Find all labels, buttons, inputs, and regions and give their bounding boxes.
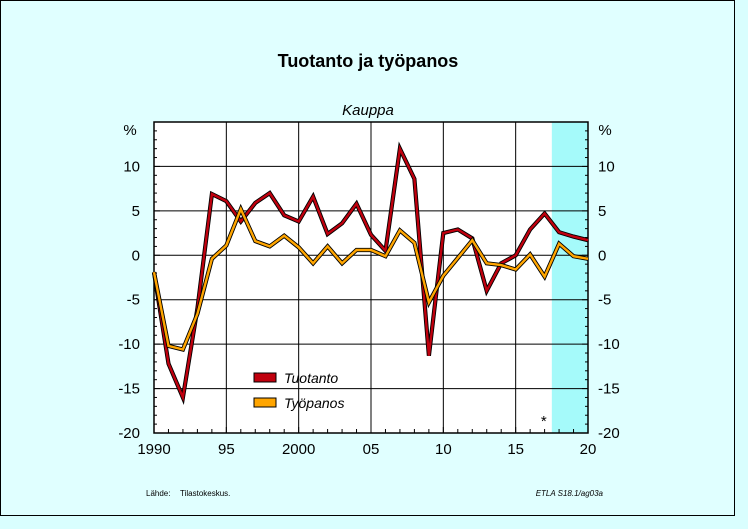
x-tick-label: 15	[507, 441, 524, 458]
x-tick-label: 20	[580, 441, 597, 458]
y-tick-label-right: -15	[598, 381, 620, 398]
series-line-tuotanto	[152, 144, 589, 402]
y-tick-label-right: 0	[598, 247, 606, 264]
forecast-marker: *	[541, 413, 547, 430]
x-tick-label: 2000	[282, 441, 315, 458]
y-tick-label-right: 5	[598, 203, 606, 220]
y-tick-label-right: -20	[598, 425, 620, 442]
legend-label: Tuotanto	[284, 370, 338, 386]
x-tick-label: 05	[363, 441, 380, 458]
chart-code: ETLA S18.1/ag03a	[536, 489, 604, 498]
legend-swatch	[253, 397, 277, 408]
y-axis-unit-left: %	[123, 122, 136, 139]
source-label: Lähde:	[146, 489, 170, 498]
chart-title: Tuotanto ja työpanos	[278, 51, 459, 71]
y-tick-label-left: -15	[118, 381, 140, 398]
y-tick-label-left: 0	[132, 247, 140, 264]
x-tick-label: 1990	[137, 441, 170, 458]
y-tick-label-right: -5	[598, 292, 611, 309]
x-tick-label: 95	[218, 441, 235, 458]
y-tick-label-right: 10	[598, 158, 615, 175]
x-tick-label: 10	[435, 441, 452, 458]
y-axis-unit-right: %	[598, 122, 611, 139]
source-value: Tilastokeskus.	[180, 489, 230, 498]
legend-label: Työpanos	[284, 395, 344, 411]
series-line-työpanos	[152, 206, 589, 351]
y-tick-label-left: -20	[118, 425, 140, 442]
forecast-region	[551, 122, 588, 433]
y-tick-label-left: 5	[132, 203, 140, 220]
legend-swatch	[253, 372, 277, 383]
y-tick-label-left: 10	[123, 158, 140, 175]
y-tick-label-left: -10	[118, 336, 140, 353]
y-tick-label-left: -5	[127, 292, 140, 309]
y-tick-label-right: -10	[598, 336, 620, 353]
chart-subtitle: Kauppa	[342, 102, 394, 119]
